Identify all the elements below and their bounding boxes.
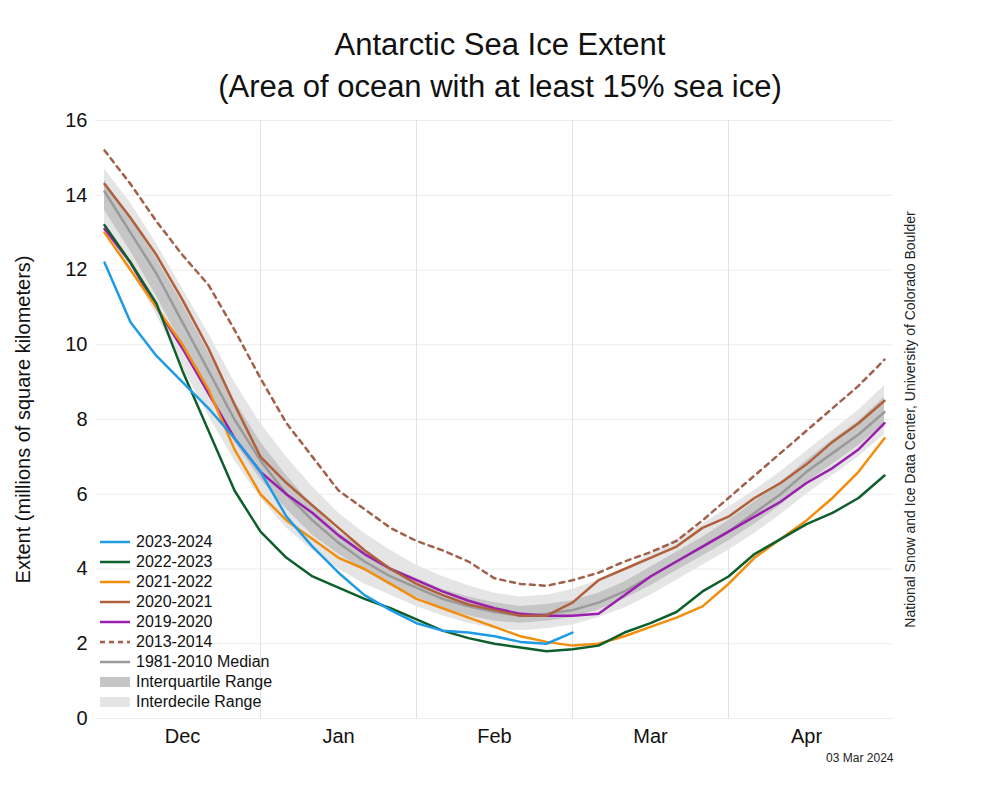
html-text:Interquartile Range: Interquartile Range [136, 673, 273, 690]
html-text:1981-2010 Median: 1981-2010 Median [136, 653, 270, 670]
svg-text:Feb: Feb [477, 725, 511, 747]
svg-text:12: 12 [65, 258, 87, 280]
svg-text:Mar: Mar [633, 725, 668, 747]
html-text:2019-2020: 2019-2020 [136, 613, 213, 630]
html-text:2013-2014: 2013-2014 [136, 633, 213, 650]
svg-text:Apr: Apr [791, 725, 822, 747]
svg-text:10: 10 [65, 333, 87, 355]
svg-text:2: 2 [76, 632, 87, 654]
html-text:2022-2023: 2022-2023 [136, 553, 213, 570]
html-text:Antarctic Sea Ice Extent: Antarctic Sea Ice Extent [334, 27, 666, 62]
svg-text:National Snow and Ice Data Cen: National Snow and Ice Data Center, Unive… [902, 211, 918, 628]
svg-text:8: 8 [76, 408, 87, 430]
html-text:2023-2024: 2023-2024 [136, 533, 213, 550]
html-text:Interdecile Range: Interdecile Range [136, 693, 262, 710]
svg-text:4: 4 [76, 557, 87, 579]
svg-text:Jan: Jan [322, 725, 354, 747]
html-text:(Area of ocean with at least 1: (Area of ocean with at least 15% sea ice… [218, 69, 782, 104]
svg-text:03 Mar 2024: 03 Mar 2024 [826, 751, 894, 765]
html-text:2021-2022: 2021-2022 [136, 573, 213, 590]
svg-text:14: 14 [65, 184, 87, 206]
svg-text:Extent (millions of square kil: Extent (millions of square kilometers) [12, 256, 34, 584]
svg-text:Dec: Dec [165, 725, 201, 747]
html-text:2020-2021: 2020-2021 [136, 593, 213, 610]
svg-text:6: 6 [76, 483, 87, 505]
svg-text:16: 16 [65, 110, 87, 131]
svg-text:0: 0 [76, 707, 87, 729]
